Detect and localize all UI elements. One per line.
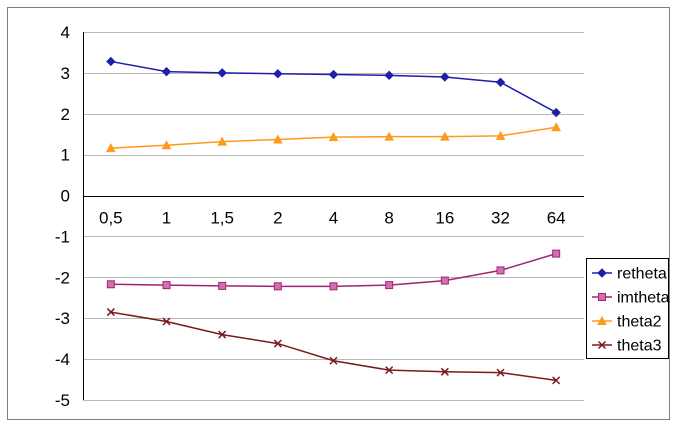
x-tick-label: 0,5 — [99, 209, 123, 228]
data-point-theta2 — [384, 131, 394, 141]
y-tick-label: 1 — [61, 146, 70, 165]
data-point-theta3 — [496, 368, 505, 377]
y-tick-label: -1 — [55, 227, 70, 246]
data-point-imtheta — [162, 281, 171, 290]
x-tick-label: 64 — [547, 209, 566, 228]
y-axis-tick-labels: 4 3 2 1 0 -1 -2 -3 -4 -5 — [55, 23, 70, 410]
legend-marker — [598, 293, 606, 301]
y-tick-label: -3 — [55, 309, 70, 328]
data-point-retheta — [217, 68, 227, 78]
x-tick-label: 1 — [162, 209, 171, 228]
y-tick-label: -5 — [55, 391, 70, 410]
y-tick-label: 2 — [61, 105, 70, 124]
legend: retheta imtheta theta2 theta3 — [586, 258, 670, 359]
legend-item-retheta: retheta — [592, 266, 667, 283]
y-tick-label: 4 — [61, 23, 70, 42]
data-point-theta2 — [161, 140, 172, 150]
data-point-theta2 — [440, 131, 450, 141]
data-point-retheta — [161, 66, 172, 77]
data-point-retheta — [106, 56, 116, 67]
data-point-retheta — [384, 70, 394, 81]
x-tick-label: 32 — [491, 209, 510, 228]
data-point-imtheta — [440, 276, 449, 285]
data-point-theta3 — [329, 356, 338, 365]
data-point-theta2 — [217, 136, 228, 146]
legend-item-imtheta: imtheta — [592, 290, 670, 307]
x-tick-label: 8 — [384, 209, 393, 228]
series-theta2 — [106, 122, 562, 153]
data-point-imtheta — [552, 249, 561, 258]
y-tick-label: 3 — [61, 64, 70, 83]
data-point-theta2 — [106, 143, 116, 153]
x-tick-label: 1,5 — [210, 209, 234, 228]
legend-label: retheta — [617, 266, 667, 283]
legend-marker — [597, 340, 607, 350]
data-point-theta3 — [552, 376, 561, 385]
series-theta3 — [106, 308, 561, 385]
data-point-theta3 — [273, 339, 282, 348]
y-tick-label: -4 — [55, 350, 70, 369]
data-point-theta3 — [385, 366, 394, 375]
data-point-retheta — [440, 72, 450, 82]
data-point-theta2 — [551, 122, 562, 132]
series-layer — [106, 56, 562, 385]
data-point-imtheta — [106, 280, 115, 289]
data-point-imtheta — [496, 266, 505, 275]
legend-label: imtheta — [617, 290, 670, 307]
chart-frame — [7, 7, 670, 420]
data-point-imtheta — [218, 281, 227, 290]
data-point-theta2 — [328, 132, 339, 142]
legend-marker — [597, 315, 607, 325]
legend-item-theta3: theta3 — [592, 338, 662, 355]
data-point-theta3 — [218, 330, 227, 339]
data-point-imtheta — [385, 281, 394, 290]
series-imtheta — [106, 249, 561, 291]
x-axis-tick-labels: 0,5 1 1,5 2 4 8 16 32 64 — [99, 209, 566, 228]
series-retheta — [106, 56, 561, 118]
data-point-retheta — [273, 68, 283, 79]
x-tick-label: 16 — [435, 209, 454, 228]
legend-label: theta2 — [617, 314, 662, 331]
y-tick-label: 0 — [61, 187, 70, 206]
data-point-imtheta — [273, 282, 282, 291]
data-point-theta3 — [162, 317, 171, 326]
data-point-retheta — [551, 107, 561, 118]
data-point-theta3 — [440, 367, 449, 376]
legend-item-theta2: theta2 — [592, 314, 662, 331]
data-point-theta2 — [495, 130, 506, 140]
data-point-retheta — [495, 77, 506, 88]
x-tick-label: 2 — [273, 209, 282, 228]
x-tick-label: 4 — [329, 209, 338, 228]
data-point-retheta — [328, 69, 339, 80]
data-point-theta3 — [106, 308, 115, 317]
legend-label: theta3 — [617, 338, 662, 355]
data-point-imtheta — [329, 282, 338, 291]
legend-marker — [597, 268, 607, 278]
data-point-theta2 — [273, 134, 283, 144]
y-tick-label: -2 — [55, 268, 70, 287]
